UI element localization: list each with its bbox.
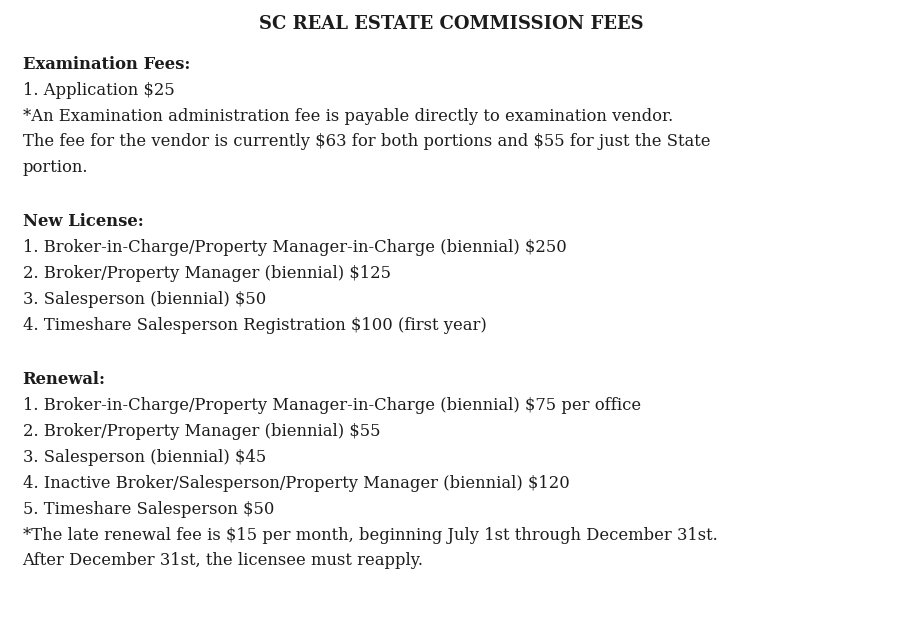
Text: 2. Broker/Property Manager (biennial) $125: 2. Broker/Property Manager (biennial) $1… xyxy=(23,265,391,282)
Text: 5. Timeshare Salesperson $50: 5. Timeshare Salesperson $50 xyxy=(23,501,274,518)
Text: Renewal:: Renewal: xyxy=(23,371,106,388)
Text: 1. Broker-in-Charge/Property Manager-in-Charge (biennial) $250: 1. Broker-in-Charge/Property Manager-in-… xyxy=(23,239,566,256)
Text: The fee for the vendor is currently $63 for both portions and $55 for just the S: The fee for the vendor is currently $63 … xyxy=(23,133,710,151)
Text: 1. Application $25: 1. Application $25 xyxy=(23,82,174,99)
Text: Examination Fees:: Examination Fees: xyxy=(23,56,190,73)
Text: 3. Salesperson (biennial) $45: 3. Salesperson (biennial) $45 xyxy=(23,449,266,466)
Text: 4. Timeshare Salesperson Registration $100 (first year): 4. Timeshare Salesperson Registration $1… xyxy=(23,317,486,334)
Text: New License:: New License: xyxy=(23,213,143,231)
Text: 2. Broker/Property Manager (biennial) $55: 2. Broker/Property Manager (biennial) $5… xyxy=(23,423,380,440)
Text: *An Examination administration fee is payable directly to examination vendor.: *An Examination administration fee is pa… xyxy=(23,108,673,125)
Text: *The late renewal fee is $15 per month, beginning July 1st through December 31st: *The late renewal fee is $15 per month, … xyxy=(23,527,717,544)
Text: 4. Inactive Broker/Salesperson/Property Manager (biennial) $120: 4. Inactive Broker/Salesperson/Property … xyxy=(23,475,569,492)
Text: 3. Salesperson (biennial) $50: 3. Salesperson (biennial) $50 xyxy=(23,291,266,308)
Text: 1. Broker-in-Charge/Property Manager-in-Charge (biennial) $75 per office: 1. Broker-in-Charge/Property Manager-in-… xyxy=(23,397,640,414)
Text: portion.: portion. xyxy=(23,159,88,177)
Text: SC REAL ESTATE COMMISSION FEES: SC REAL ESTATE COMMISSION FEES xyxy=(259,15,643,33)
Text: After December 31st, the licensee must reapply.: After December 31st, the licensee must r… xyxy=(23,552,424,570)
